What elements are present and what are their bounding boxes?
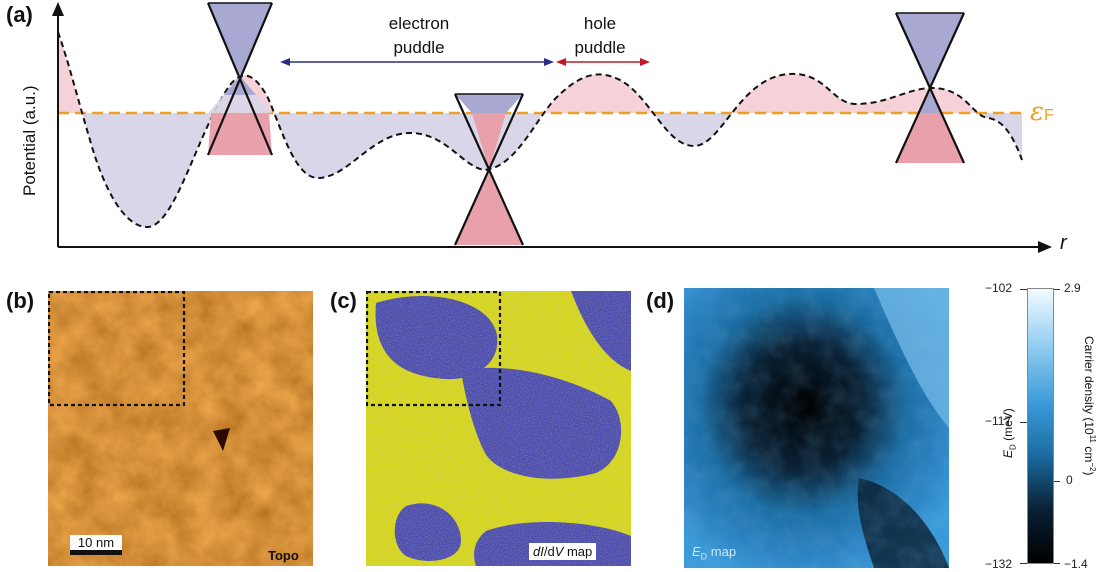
electron-puddle-arrow (280, 58, 554, 66)
scalebar-label: 10 nm (70, 535, 122, 550)
cbar-left-label: ED (meV) (1001, 408, 1017, 458)
cbar-right-label: Carrier density (1011 cm−2) (1082, 336, 1097, 475)
cbar-right-label-sup1: 11 (1088, 434, 1097, 444)
panel-d-label: (d) (646, 288, 675, 313)
cbar-left-tick-mid: −117 (985, 414, 1011, 428)
hole-puddle-arrow (556, 58, 650, 66)
topography-image (48, 291, 313, 566)
cbar-tickmark-r2 (1054, 481, 1060, 482)
potential-curve (57, 31, 1023, 229)
dirac-cone-1 (206, 2, 274, 156)
colorbar (1027, 288, 1054, 564)
cbar-left-label-rest: (meV) (1001, 408, 1015, 445)
x-axis-label: r (1060, 232, 1067, 254)
cbar-right-tick-bottom: −1.4 (1064, 557, 1088, 571)
panel-c-label: (c) (330, 288, 357, 313)
dmap-caption-sub: D (700, 551, 708, 562)
dirac-point-map-image (684, 288, 949, 568)
cbar-left-tick-bottom-text: −132 (985, 557, 1013, 571)
cbar-tickmark-r3 (1054, 563, 1060, 564)
didv-caption-sep: /d (543, 544, 555, 559)
cbar-tickmark-l3 (1020, 563, 1027, 564)
potential-diagram (52, 2, 1052, 253)
dmap-caption: ED map (692, 544, 736, 562)
dirac-cone-2 (453, 93, 525, 246)
cbar-left-label-sym: E (1001, 449, 1015, 458)
didv-caption: dI/dV map (529, 543, 597, 560)
cbar-left-label-sub: D (1008, 444, 1018, 450)
cbar-right-label-c: ) (1082, 471, 1096, 476)
cbar-right-label-a: Carrier density (10 (1082, 336, 1096, 435)
y-axis-label: Potential (a.u.) (20, 85, 39, 196)
axes (52, 2, 1052, 253)
cbar-left-tick-bottom: −132 (985, 557, 1012, 571)
electron-puddle-label-line2: puddle (393, 38, 445, 57)
cbar-right-tick-mid: 0 (1066, 473, 1073, 487)
dirac-cone-3 (894, 12, 966, 164)
fermi-level-label: εF (1030, 97, 1054, 127)
dmap-caption-rest: map (707, 544, 737, 559)
didv-caption-italic1: dI (533, 544, 544, 559)
cbar-right-tick-top: 2.9 (1064, 281, 1081, 295)
dmap-caption-sym: E (692, 544, 701, 559)
topo-defect (213, 428, 230, 451)
hole-puddle-label-line1: hole (583, 14, 617, 33)
didv-caption-rest: map (563, 544, 593, 559)
cbar-tickmark-r1 (1054, 289, 1060, 290)
didv-map-image (366, 291, 631, 566)
hole-puddle-label-line2: puddle (574, 38, 626, 57)
didv-caption-italic2: V (554, 544, 564, 559)
cbar-left-tick-top-text: −102 (985, 281, 1013, 295)
hole-puddle-label: hole puddle (560, 12, 640, 60)
cbar-tickmark-l2 (1020, 422, 1027, 423)
zoom-box (366, 291, 502, 407)
fermi-subscript: F (1043, 107, 1054, 124)
zoom-box (48, 291, 186, 407)
cbar-left-tick-mid-text: −117 (985, 414, 1012, 428)
electron-puddle-label: electron puddle (364, 12, 474, 60)
electron-puddle-label-line1: electron (388, 14, 450, 33)
cbar-tickmark-l1 (1020, 289, 1027, 290)
hole-region-fill (58, 32, 1022, 113)
electron-region-fill (58, 113, 1022, 228)
topo-caption: Topo (268, 548, 299, 563)
cbar-left-tick-top-wrap: −102 (985, 281, 1012, 295)
cbar-right-label-b: cm (1082, 443, 1096, 463)
fermi-symbol: ε (1030, 97, 1044, 127)
scalebar: 10 nm (70, 535, 122, 555)
scalebar-bar (70, 550, 122, 555)
panel-b-label: (b) (6, 288, 35, 313)
panel-a-label: (a) (6, 2, 33, 27)
